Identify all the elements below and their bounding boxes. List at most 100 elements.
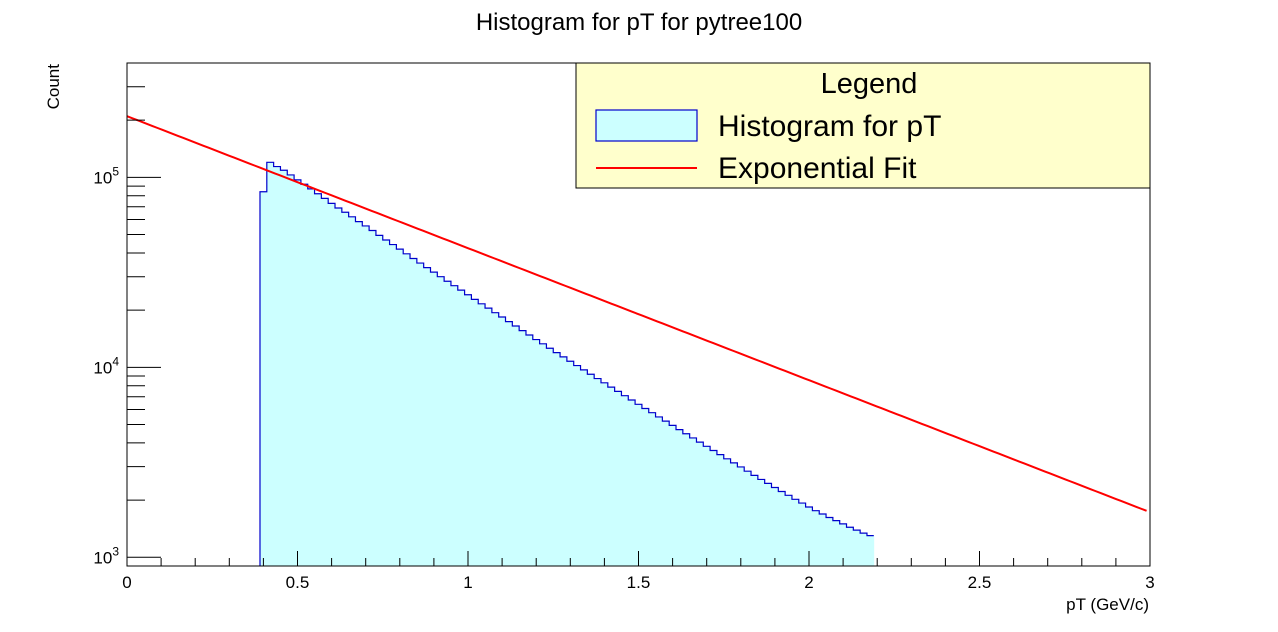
histogram-bar: [307, 188, 315, 567]
histogram-bar: [710, 450, 718, 566]
legend-entry-fit: Exponential Fit: [718, 152, 917, 185]
histogram-bar: [594, 378, 602, 566]
y-axis-tick-labels: 103 104 105: [93, 164, 119, 567]
histogram-bar: [341, 212, 350, 566]
histogram-bar: [689, 437, 697, 566]
histogram-bar: [682, 433, 691, 566]
histogram-bar: [614, 391, 622, 566]
histogram-bar: [696, 442, 704, 566]
histogram-bar: [764, 483, 772, 566]
histogram-bar: [498, 317, 506, 566]
histogram-bar: [785, 495, 793, 566]
histogram-bar: [519, 330, 527, 566]
exponential-fit-line: [126, 115, 1147, 512]
x-tick-label: 0.5: [286, 573, 310, 592]
histogram-bar: [423, 267, 431, 566]
histogram-bar: [751, 475, 759, 566]
histogram-bar: [287, 174, 295, 566]
histogram-bar: [662, 421, 670, 566]
histogram-bar: [635, 404, 643, 566]
y-axis-ticks: [127, 62, 161, 567]
histogram-bar: [703, 446, 711, 566]
histogram-bar: [573, 365, 581, 566]
histogram-bar: [444, 281, 452, 566]
histogram-bar: [587, 374, 595, 566]
histogram-bar: [791, 499, 800, 566]
histogram-bar: [607, 387, 616, 566]
histogram-bar: [512, 326, 520, 566]
histogram-bar: [860, 533, 868, 566]
histogram-bar: [485, 308, 493, 566]
histogram-bar: [812, 510, 820, 566]
legend: Legend Histogram for pT Exponential Fit: [575, 62, 1151, 189]
histogram-bar: [321, 198, 329, 566]
histogram-bar: [389, 244, 397, 567]
histogram-bar: [832, 520, 841, 566]
histogram-bar: [730, 462, 738, 566]
histogram-bar: [839, 523, 847, 566]
x-tick-label: 1: [463, 573, 472, 592]
histogram-bar: [826, 517, 834, 566]
histogram-bar: [641, 408, 650, 566]
histogram-bar: [464, 294, 472, 566]
histogram-bar: [621, 395, 629, 566]
histogram-bar: [491, 312, 500, 566]
histogram-bar: [744, 471, 752, 566]
histogram-bar: [669, 425, 677, 566]
histogram-bar: [416, 263, 425, 566]
histogram-bar: [723, 458, 731, 566]
histogram-bar: [560, 356, 568, 566]
histogram-bar: [328, 203, 336, 566]
x-axis-tick-labels: 0 0.5 1 1.5 2 2.5 3: [122, 573, 1154, 592]
x-tick-label: 2.5: [968, 573, 992, 592]
legend-swatch-histogram: [595, 109, 698, 142]
histogram-bar: [648, 412, 656, 566]
histogram-bar: [375, 235, 384, 566]
histogram-bar: [478, 303, 486, 566]
histogram-bar: [355, 221, 363, 566]
histogram-bar: [362, 225, 370, 566]
histogram-bar: [382, 240, 390, 566]
histogram-bar: [757, 479, 766, 566]
histogram-bar: [335, 207, 343, 567]
histogram-bar: [805, 507, 813, 566]
histogram-bar: [539, 343, 547, 566]
histogram-bar: [259, 191, 268, 566]
histogram-bar: [471, 299, 479, 566]
histogram-bar: [314, 193, 322, 567]
histogram-bar: [266, 162, 275, 566]
histogram-bar: [655, 416, 663, 566]
y-axis-label: Count: [44, 64, 63, 110]
histogram-bar: [853, 530, 861, 566]
y-tick-label: 103: [93, 544, 119, 567]
histogram-bar: [430, 272, 438, 566]
y-tick-label: 105: [93, 164, 119, 187]
histogram-bar: [294, 179, 302, 566]
histogram-bar: [532, 339, 541, 566]
x-tick-label: 2: [804, 573, 813, 592]
histogram-series: [259, 161, 875, 567]
histogram-bar: [771, 487, 779, 566]
histogram-outline: [259, 161, 874, 566]
histogram-bar: [396, 249, 404, 566]
histogram-bar: [273, 166, 281, 566]
histogram-bar: [437, 276, 445, 566]
histogram-bar: [410, 258, 418, 566]
x-tick-label: 3: [1145, 573, 1154, 592]
histogram-bar: [846, 527, 854, 566]
chart-title: Histogram for pT for pytree100: [476, 9, 802, 36]
histogram-bar: [546, 348, 554, 566]
legend-entry-histogram: Histogram for pT: [718, 110, 941, 143]
y-tick-label: 104: [93, 354, 119, 377]
histogram-bar: [348, 216, 356, 566]
legend-title: Legend: [821, 68, 918, 100]
histogram-bar: [600, 382, 609, 566]
x-tick-label: 0: [122, 573, 131, 592]
histogram-bar: [676, 429, 684, 566]
histogram-bar: [580, 369, 588, 566]
histogram-bar: [403, 253, 411, 567]
histogram-bar: [866, 535, 875, 566]
histogram-bar: [798, 503, 806, 566]
x-tick-label: 1.5: [627, 573, 651, 592]
